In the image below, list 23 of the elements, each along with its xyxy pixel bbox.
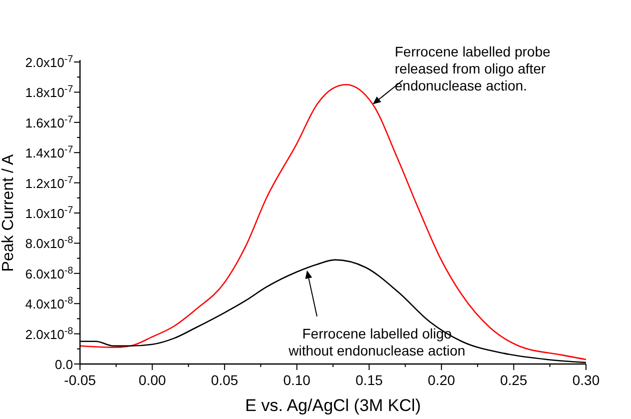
y-tick-label: 1.6x10$^{-7}$ (25, 114, 73, 130)
x-tick-label: 0.25 (500, 372, 528, 388)
y-tick-label: 0.0 (54, 357, 73, 372)
y-tick-label: 2.0x10$^{-8}$ (25, 325, 73, 342)
x-tick-label: 0.30 (572, 372, 600, 388)
annotation: Ferrocene labelled oligo without endonuclease action (288, 325, 466, 358)
y-tick-label: 1.8x10$^{-7}$ (25, 84, 73, 100)
y-tick-label: 1.0x10$^{-7}$ (25, 204, 73, 221)
x-tick-label: -0.05 (64, 372, 96, 388)
y-tick-label: 2.0x10$^{-7}$ (25, 54, 73, 70)
x-axis-title: E vs. Ag/AgCl (3M KCl) (245, 396, 421, 415)
y-tick-label: 1.4x10$^{-7}$ (25, 144, 73, 161)
y-tick-label: 6.0x10$^{-8}$ (25, 264, 73, 282)
x-tick-label: 0.05 (210, 372, 238, 388)
x-tick-label: 0.20 (428, 372, 456, 388)
y-tick-label: 8.0x10$^{-8}$ (25, 234, 73, 252)
y-tick-label: 4.0x10$^{-8}$ (25, 295, 73, 312)
y-axis-title: Peak Current / A (0, 154, 17, 272)
annotation: Ferrocene labelled probe released from oligo after endonuclease action. (394, 43, 551, 94)
y-tick-label: 1.2x10$^{-7}$ (25, 174, 73, 191)
x-tick-label: 0.00 (138, 372, 166, 388)
x-tick-label: 0.15 (356, 372, 383, 388)
x-tick-label: 0.10 (283, 372, 311, 388)
